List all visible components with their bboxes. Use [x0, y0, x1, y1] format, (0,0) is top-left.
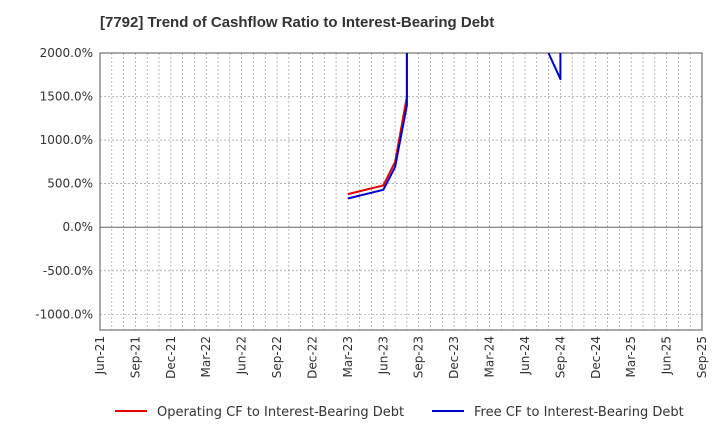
x-tick-label: Jun-24	[518, 336, 532, 375]
x-tick-label: Dec-22	[305, 336, 319, 379]
y-tick-labels: 2000.0% 1500.0% 1000.0% 500.0% 0.0% -500.0% -1…	[35, 46, 93, 321]
x-tick-label: Mar-22	[199, 336, 213, 377]
y-tick-label: 1000.0%	[40, 133, 93, 147]
x-tick-label: Sep-22	[270, 336, 284, 378]
grid	[99, 52, 703, 330]
x-tick-label: Mar-25	[624, 336, 638, 377]
plot-frame	[99, 52, 703, 331]
axes	[99, 52, 703, 331]
y-tick-label: -1000.0%	[35, 307, 93, 321]
series-line-free-cf	[347, 53, 408, 200]
y-tick-label: -500.0%	[43, 264, 93, 278]
x-tick-labels: Jun-21 Sep-21 Dec-21 Mar-22 Jun-22 Sep-22 Dec-…	[93, 336, 709, 379]
x-tick-label: Dec-23	[447, 336, 461, 379]
x-tick-label: Jun-22	[235, 336, 249, 375]
legend-label: Operating CF to Interest-Bearing Debt	[157, 405, 404, 420]
x-tick-label: Sep-24	[553, 336, 567, 378]
y-tick-label: 2000.0%	[40, 46, 93, 60]
series-line-operating-cf	[347, 53, 408, 196]
x-tick-label: Jun-21	[93, 336, 107, 375]
x-tick-label: Mar-23	[341, 336, 355, 377]
series-lines	[347, 52, 562, 200]
x-tick-label: Dec-21	[164, 336, 178, 379]
legend: Operating CF to Interest-Bearing Debt Fre…	[115, 405, 684, 420]
chart-title: [7792] Trend of Cashflow Ratio to Intere…	[100, 14, 495, 31]
x-tick-label: Mar-24	[483, 336, 497, 377]
x-tick-label: Dec-24	[589, 336, 603, 379]
y-tick-label: 500.0%	[47, 177, 93, 191]
y-tick-label: 1500.0%	[40, 90, 93, 104]
x-tick-label: Sep-23	[412, 336, 426, 378]
x-tick-label: Sep-21	[128, 336, 142, 378]
x-tick-label: Jun-23	[376, 336, 390, 375]
x-tick-label: Sep-25	[695, 336, 709, 378]
series-line-free-cf	[547, 52, 562, 81]
legend-label: Free CF to Interest-Bearing Debt	[474, 405, 684, 420]
x-tick-label: Jun-25	[660, 336, 674, 375]
y-tick-label: 0.0%	[63, 220, 94, 234]
